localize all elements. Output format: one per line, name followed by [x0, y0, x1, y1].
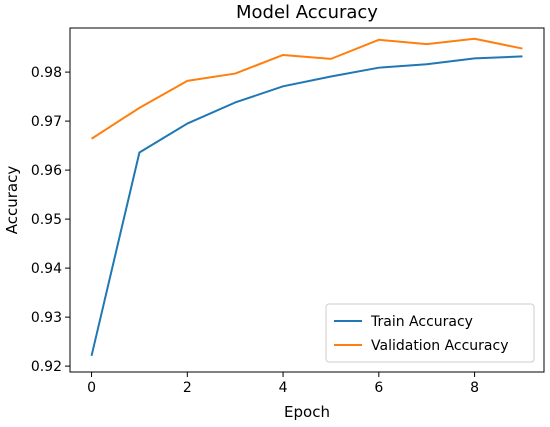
x-tick-label: 8 [470, 380, 479, 396]
legend-box [325, 303, 535, 363]
legend-label: Validation Accuracy [371, 338, 509, 354]
y-tick-label: 0.93 [31, 310, 62, 326]
x-tick-label: 0 [87, 380, 96, 396]
y-tick-label: 0.98 [31, 65, 62, 81]
y-tick-label: 0.96 [31, 163, 62, 179]
series-line-train [90, 55, 523, 357]
x-tick-label: 4 [279, 380, 288, 396]
y-tick-label: 0.95 [31, 212, 62, 228]
x-tick-label: 6 [374, 380, 383, 396]
y-tick-label: 0.94 [31, 261, 62, 277]
legend-label: Train Accuracy [370, 314, 473, 330]
x-axis-label: Epoch [284, 403, 330, 421]
y-axis-label: Accuracy [3, 166, 21, 235]
chart-marks: 0 2 4 6 8 0.92 0.93 0.94 0.95 0.96 0.97 0.98 Train A… [31, 27, 545, 396]
y-tick-label: 0.97 [31, 114, 62, 130]
x-tick-label: 2 [183, 380, 192, 396]
y-tick-label: 0.92 [31, 359, 62, 375]
chart-title: Model Accuracy [236, 2, 378, 23]
plot-frame [69, 27, 545, 373]
series-line-validation [91, 37, 523, 140]
